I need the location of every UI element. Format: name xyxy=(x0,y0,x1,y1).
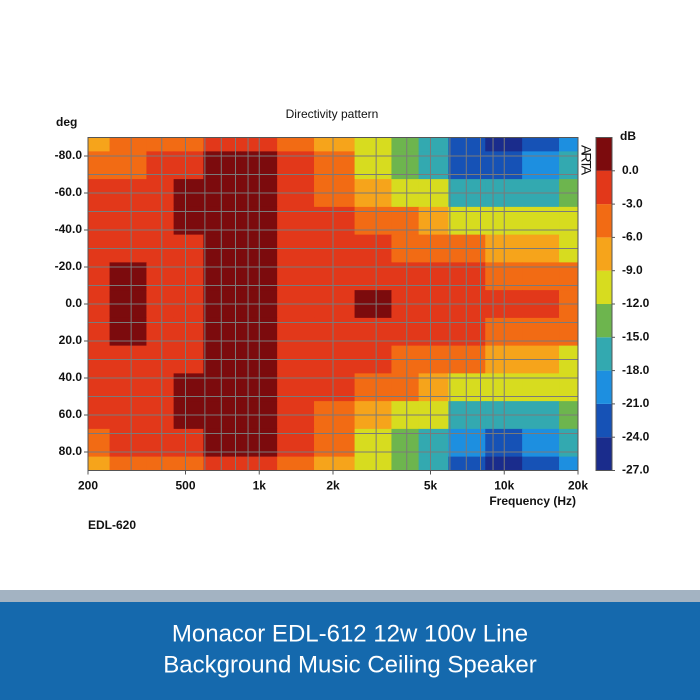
contour-cell xyxy=(559,262,579,291)
contour-cell xyxy=(418,456,449,471)
contour-cell xyxy=(314,137,356,152)
colorbar-tick-label: -6.0 xyxy=(622,230,643,244)
x-tick-label: 1k xyxy=(253,479,267,493)
banner: Monacor EDL-612 12w 100v Line Background… xyxy=(0,590,700,700)
x-axis-label: Frequency (Hz) xyxy=(489,494,576,508)
contour-cell xyxy=(559,206,579,236)
contour-cell xyxy=(391,137,420,152)
contour-cell xyxy=(559,317,579,347)
y-tick-label: 80.0 xyxy=(59,444,83,458)
contour-cell xyxy=(277,456,315,471)
x-tick-label: 5k xyxy=(424,479,438,493)
colorbar-band xyxy=(596,437,612,471)
contour-cell xyxy=(88,428,111,458)
colorbar-band xyxy=(596,204,612,238)
x-tick-label: 2k xyxy=(326,479,340,493)
colorbar-tick-label: -18.0 xyxy=(622,363,650,377)
contour-cell xyxy=(173,137,204,152)
y-axis-label: deg xyxy=(56,115,77,129)
contour-cell xyxy=(88,373,111,402)
colorbar-tick-label: -15.0 xyxy=(622,329,650,343)
chart-title: Directivity pattern xyxy=(286,107,379,121)
x-tick-label: 200 xyxy=(78,479,98,493)
contour-cell xyxy=(559,456,579,471)
contour-cell xyxy=(88,137,111,152)
contour-cell xyxy=(109,137,147,152)
contour-cell xyxy=(88,456,111,471)
contour-cell xyxy=(146,456,175,471)
y-tick-label: 20.0 xyxy=(59,333,83,347)
model-label: EDL-620 xyxy=(88,518,136,532)
contour-cell xyxy=(559,428,579,458)
colorbar-tick-label: -9.0 xyxy=(622,263,643,277)
y-tick-label: 40.0 xyxy=(59,370,83,384)
x-tick-label: 20k xyxy=(568,479,588,493)
colorbar-band xyxy=(596,170,612,205)
colorbar-band xyxy=(596,337,612,371)
contour-cell xyxy=(559,137,579,152)
colorbar-tick-label: -27.0 xyxy=(622,463,650,477)
y-tick-label: -40.0 xyxy=(55,222,83,236)
contour-cell xyxy=(559,373,579,402)
contour-cell xyxy=(203,137,241,152)
contour-cell xyxy=(173,456,204,471)
contour-cell xyxy=(314,456,356,471)
contour-cell xyxy=(354,456,392,471)
colorbar-band xyxy=(596,370,612,404)
x-tick-label: 500 xyxy=(175,479,195,493)
x-tick-label: 10k xyxy=(494,479,514,493)
contour-cell xyxy=(88,317,111,347)
contour-cell xyxy=(448,456,486,471)
colorbar-tick-label: 0.0 xyxy=(622,163,639,177)
colorbar-band xyxy=(596,304,612,338)
y-tick-label: 0.0 xyxy=(65,296,82,310)
contour-cell xyxy=(522,137,560,152)
colorbar-band xyxy=(596,137,612,171)
y-tick-label: -80.0 xyxy=(55,148,83,162)
banner-line: Monacor EDL-612 12w 100v Line xyxy=(172,620,528,647)
contour-cell xyxy=(88,206,111,236)
contour-cell xyxy=(109,456,147,471)
contour-cell xyxy=(448,137,486,152)
contour-cell xyxy=(203,456,241,471)
contour-cell xyxy=(522,456,560,471)
contour-cell xyxy=(88,151,111,180)
contour-cell xyxy=(559,151,579,180)
colorbar-label: dB xyxy=(620,129,636,143)
colorbar-tick-label: -24.0 xyxy=(622,429,650,443)
contour-cell xyxy=(146,137,175,152)
y-tick-label: -20.0 xyxy=(55,259,83,273)
chart: Directivity pattern deg Frequency (Hz) d… xyxy=(55,107,650,532)
colorbar-tick-label: -3.0 xyxy=(622,196,643,210)
contour-cell xyxy=(277,137,315,152)
y-tick-label: 60.0 xyxy=(59,407,83,421)
colorbar-band xyxy=(596,270,612,304)
contour-cell xyxy=(88,262,111,291)
colorbar-band xyxy=(596,237,612,271)
contour-cell xyxy=(391,456,420,471)
colorbar-tick-label: -12.0 xyxy=(622,296,650,310)
banner-background xyxy=(0,602,700,700)
banner-strip xyxy=(0,590,700,602)
colorbar-tick-label: -21.0 xyxy=(622,396,650,410)
banner-line: Background Music Ceiling Speaker xyxy=(163,651,537,678)
contour-cell xyxy=(418,137,449,152)
watermark: ARTA xyxy=(578,145,594,176)
y-tick-label: -60.0 xyxy=(55,185,83,199)
contour-cell xyxy=(354,137,392,152)
colorbar-band xyxy=(596,403,612,438)
